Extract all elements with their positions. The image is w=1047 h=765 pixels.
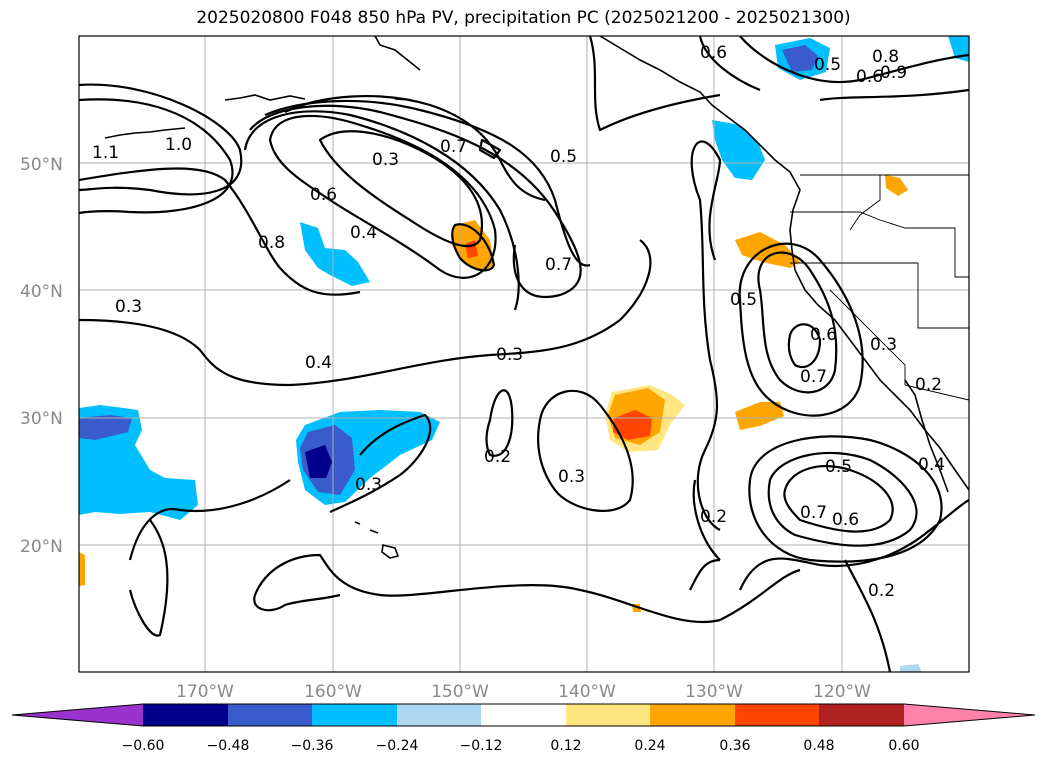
colorbar-segment xyxy=(12,704,143,726)
lon-label-140w: 140°W xyxy=(558,682,616,702)
colorbar-tick: 0.48 xyxy=(803,738,834,754)
contour-label: 0.3 xyxy=(355,475,382,495)
colorbar-tick: −0.24 xyxy=(376,738,419,754)
colorbar-segment xyxy=(735,704,819,726)
colorbar-segment xyxy=(397,704,481,726)
map-frame xyxy=(78,35,970,673)
contour-label: 0.5 xyxy=(814,55,841,75)
precip-positive-region xyxy=(735,402,784,430)
colorbar-tick: −0.48 xyxy=(207,738,250,754)
contour-label: 0.4 xyxy=(305,353,332,373)
precip-positive-region xyxy=(79,552,85,586)
precip-negative-peak xyxy=(305,445,332,478)
contour-label: 0.2 xyxy=(915,375,942,395)
latitude-labels: 50°N 40°N 30°N 20°N xyxy=(20,155,63,557)
contour-label: 0.6 xyxy=(310,185,337,205)
contour-label: 0.5 xyxy=(550,147,577,167)
contour-label: 0.3 xyxy=(558,467,585,487)
colorbar-segment xyxy=(650,704,735,726)
colorbar-segment xyxy=(819,704,904,726)
map-title: 2025020800 F048 850 hPa PV, precipitatio… xyxy=(196,8,851,28)
colorbar-segment xyxy=(481,704,566,726)
precip-negative-core xyxy=(782,45,818,72)
precip-positive-region xyxy=(735,232,800,268)
contour-label: 0.6 xyxy=(700,43,727,63)
colorbar-outline xyxy=(11,703,1036,727)
contour-label: 0.4 xyxy=(350,223,377,243)
contour-label: 0.7 xyxy=(545,255,572,275)
colorbar-segment xyxy=(312,704,397,726)
lat-label-40n: 40°N xyxy=(20,282,63,302)
precip-negative-region xyxy=(300,222,370,286)
colorbar: −0.60 −0.48 −0.36 −0.24 −0.12 0.12 0.24 … xyxy=(11,703,1036,754)
lat-label-30n: 30°N xyxy=(20,409,63,429)
contour-label: 0.8 xyxy=(258,233,285,253)
contour-labels: 0.6 0.5 0.6 0.8 0.9 1.0 1.1 0.7 0.5 0.3 … xyxy=(92,43,945,601)
contour-label: 0.9 xyxy=(880,63,907,83)
contour-label: 0.6 xyxy=(856,67,883,87)
contour-label: 0.2 xyxy=(868,581,895,601)
contour-label: 0.8 xyxy=(872,47,899,67)
colorbar-tick: 0.12 xyxy=(550,738,581,754)
colorbar-segment xyxy=(143,704,228,726)
lon-label-160w: 160°W xyxy=(304,682,362,702)
contour-label: 1.0 xyxy=(165,135,192,155)
contour-label: 0.2 xyxy=(484,447,511,467)
colorbar-tick: 0.24 xyxy=(634,738,665,754)
contour-label: 0.5 xyxy=(730,290,757,310)
contour-label: 0.7 xyxy=(800,503,827,523)
contour-label: 0.6 xyxy=(810,325,837,345)
colorbar-tick: 0.60 xyxy=(888,738,919,754)
colorbar-segment xyxy=(228,704,312,726)
political-borders xyxy=(790,174,969,401)
colorbar-ticks: −0.60 −0.48 −0.36 −0.24 −0.12 0.12 0.24 … xyxy=(122,738,920,754)
contour-label: 0.3 xyxy=(372,150,399,170)
colorbar-tick: −0.60 xyxy=(122,738,165,754)
precip-positive-region xyxy=(885,175,908,196)
contour-label: 1.1 xyxy=(92,143,119,163)
contour-label: 0.7 xyxy=(800,367,827,387)
precip-negative-core xyxy=(79,415,132,440)
colorbar-segment xyxy=(904,704,1035,726)
pv-contours xyxy=(79,36,969,672)
lon-label-130w: 130°W xyxy=(685,682,743,702)
colorbar-tick: 0.36 xyxy=(719,738,750,754)
colorbar-segments xyxy=(11,703,1036,727)
contour-label: 0.6 xyxy=(832,510,859,530)
colorbar-segment xyxy=(566,704,650,726)
contour-label: 0.4 xyxy=(918,455,945,475)
colorbar-tick: −0.36 xyxy=(291,738,334,754)
contour-label: 0.7 xyxy=(440,137,467,157)
lon-label-170w: 170°W xyxy=(176,682,234,702)
contour-label: 0.3 xyxy=(870,335,897,355)
graticule xyxy=(79,36,969,672)
coastlines xyxy=(104,36,969,559)
lat-label-50n: 50°N xyxy=(20,155,63,175)
contour-label: 0.3 xyxy=(115,297,142,317)
longitude-labels: 170°W 160°W 150°W 140°W 130°W 120°W xyxy=(176,682,871,702)
precip-negative-weak xyxy=(900,664,922,672)
lon-label-120w: 120°W xyxy=(813,682,871,702)
contour-label: 0.3 xyxy=(496,345,523,365)
precip-shading xyxy=(79,36,969,672)
lon-label-150w: 150°W xyxy=(431,682,489,702)
lat-label-20n: 20°N xyxy=(20,537,63,557)
colorbar-tick: −0.12 xyxy=(460,738,503,754)
contour-label: 0.5 xyxy=(825,457,852,477)
contour-label: 0.2 xyxy=(700,507,727,527)
precip-negative-region xyxy=(712,120,765,180)
map-area: 0.6 0.5 0.6 0.8 0.9 1.0 1.1 0.7 0.5 0.3 … xyxy=(79,36,969,672)
